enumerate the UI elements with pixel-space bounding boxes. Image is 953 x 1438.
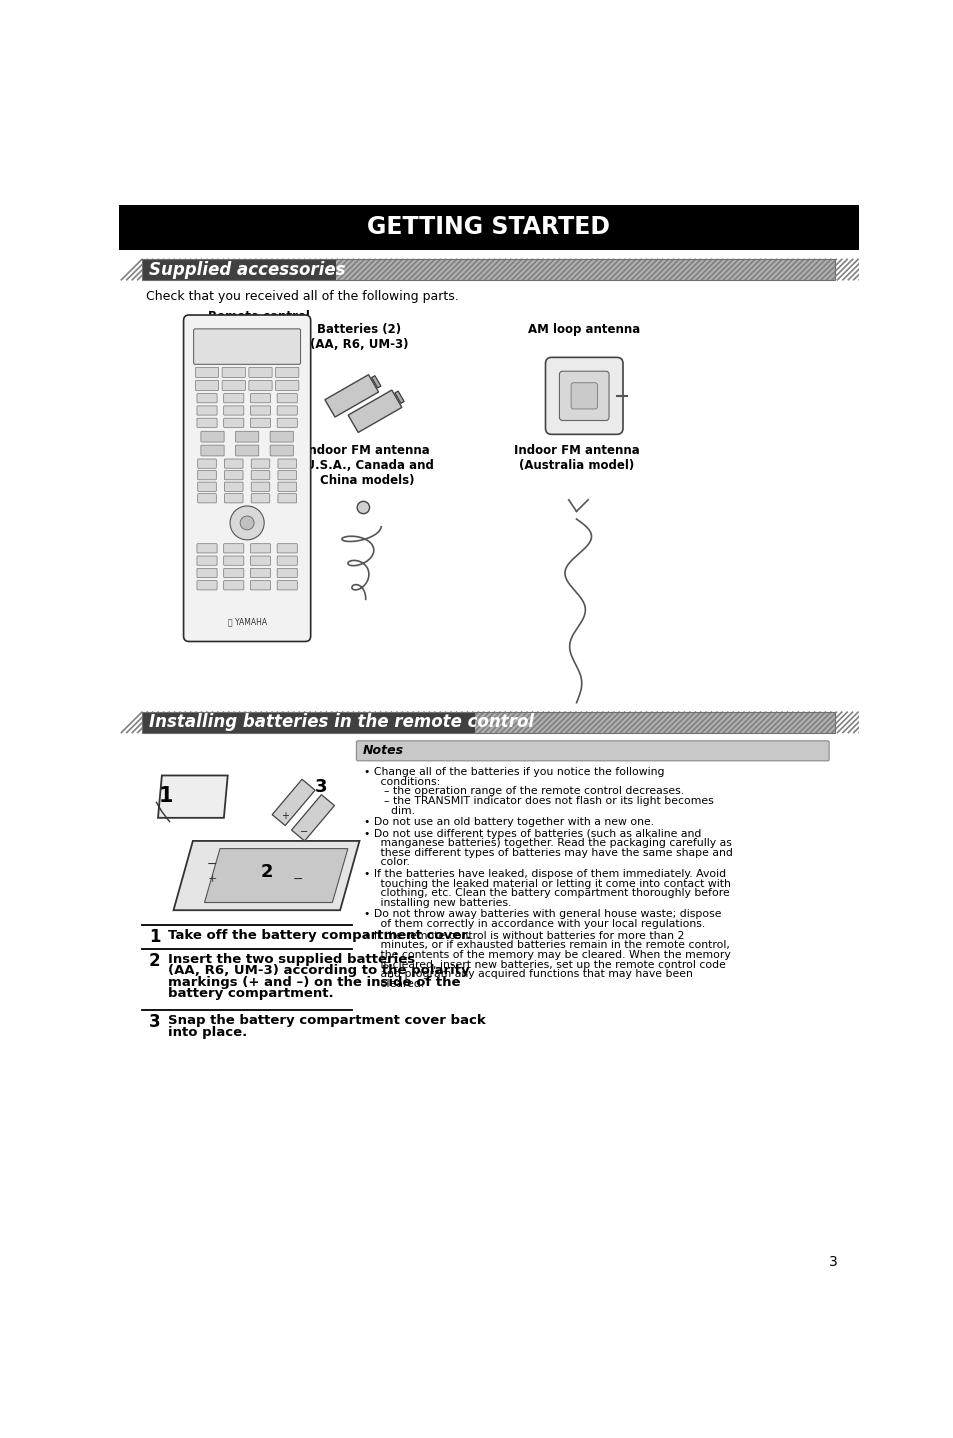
FancyBboxPatch shape	[196, 406, 217, 416]
FancyBboxPatch shape	[558, 371, 608, 420]
FancyBboxPatch shape	[277, 544, 297, 554]
Text: • Do not use different types of batteries (such as alkaline and: • Do not use different types of batterie…	[364, 828, 700, 838]
Text: these different types of batteries may have the same shape and: these different types of batteries may h…	[370, 848, 733, 858]
FancyBboxPatch shape	[224, 482, 243, 492]
FancyBboxPatch shape	[196, 557, 217, 565]
FancyBboxPatch shape	[251, 482, 270, 492]
Text: 2: 2	[260, 863, 273, 880]
FancyBboxPatch shape	[275, 367, 298, 377]
Circle shape	[356, 502, 369, 513]
Polygon shape	[325, 375, 378, 417]
FancyBboxPatch shape	[249, 381, 272, 391]
Text: touching the leaked material or letting it come into contact with: touching the leaked material or letting …	[370, 879, 730, 889]
FancyBboxPatch shape	[223, 418, 244, 427]
Polygon shape	[173, 841, 359, 910]
Text: 3: 3	[828, 1255, 838, 1270]
Circle shape	[240, 516, 253, 529]
Text: 2: 2	[149, 952, 160, 969]
Text: −: −	[300, 827, 308, 837]
Text: Indoor FM antenna
(Australia model): Indoor FM antenna (Australia model)	[513, 443, 639, 472]
Text: installing new batteries.: installing new batteries.	[370, 897, 511, 907]
FancyBboxPatch shape	[277, 557, 297, 565]
Text: • If the remote control is without batteries for more than 2: • If the remote control is without batte…	[364, 930, 684, 940]
Text: Check that you received all of the following parts.: Check that you received all of the follo…	[146, 289, 458, 302]
Text: – the TRANSMIT indicator does not flash or its light becomes: – the TRANSMIT indicator does not flash …	[370, 795, 714, 805]
FancyBboxPatch shape	[571, 383, 597, 408]
Text: conditions:: conditions:	[370, 777, 440, 787]
FancyBboxPatch shape	[196, 418, 217, 427]
Text: 3: 3	[314, 778, 327, 797]
Text: AM loop antenna: AM loop antenna	[528, 322, 639, 335]
FancyBboxPatch shape	[250, 581, 271, 590]
FancyBboxPatch shape	[277, 394, 297, 403]
FancyBboxPatch shape	[235, 431, 258, 441]
Polygon shape	[395, 391, 404, 403]
FancyBboxPatch shape	[196, 544, 217, 554]
FancyBboxPatch shape	[197, 482, 216, 492]
Text: the contents of the memory may be cleared. When the memory: the contents of the memory may be cleare…	[370, 951, 730, 961]
Text: minutes, or if exhausted batteries remain in the remote control,: minutes, or if exhausted batteries remai…	[370, 940, 729, 951]
FancyBboxPatch shape	[201, 446, 224, 456]
FancyBboxPatch shape	[224, 459, 243, 469]
Text: color.: color.	[370, 857, 410, 867]
FancyBboxPatch shape	[277, 568, 297, 578]
Bar	[142, 259, 335, 280]
Text: Notes: Notes	[362, 745, 403, 758]
FancyBboxPatch shape	[223, 406, 244, 416]
Text: −: −	[207, 857, 217, 870]
Polygon shape	[272, 779, 314, 825]
Text: 1: 1	[158, 787, 172, 807]
FancyBboxPatch shape	[356, 741, 828, 761]
Text: • Change all of the batteries if you notice the following: • Change all of the batteries if you not…	[364, 766, 664, 777]
Text: markings (+ and –) on the inside of the: markings (+ and –) on the inside of the	[168, 975, 460, 989]
FancyBboxPatch shape	[277, 406, 297, 416]
FancyBboxPatch shape	[277, 470, 296, 480]
Text: −: −	[292, 873, 302, 886]
FancyBboxPatch shape	[277, 459, 296, 469]
Text: Batteries (2)
(AA, R6, UM-3): Batteries (2) (AA, R6, UM-3)	[310, 322, 408, 351]
FancyBboxPatch shape	[197, 493, 216, 503]
FancyBboxPatch shape	[223, 568, 244, 578]
FancyBboxPatch shape	[196, 394, 217, 403]
FancyBboxPatch shape	[250, 394, 271, 403]
Bar	[142, 712, 835, 733]
Polygon shape	[204, 848, 348, 903]
FancyBboxPatch shape	[277, 493, 296, 503]
Text: Supplied accessories: Supplied accessories	[149, 260, 345, 279]
Text: Indoor FM antenna
(U.S.A., Canada and
China models): Indoor FM antenna (U.S.A., Canada and Ch…	[300, 443, 434, 486]
FancyBboxPatch shape	[223, 394, 244, 403]
FancyBboxPatch shape	[195, 381, 218, 391]
Text: GETTING STARTED: GETTING STARTED	[367, 216, 610, 239]
Circle shape	[230, 506, 264, 539]
FancyBboxPatch shape	[277, 482, 296, 492]
FancyBboxPatch shape	[223, 557, 244, 565]
FancyBboxPatch shape	[270, 431, 294, 441]
Text: Installing batteries in the remote control: Installing batteries in the remote contr…	[149, 713, 534, 732]
FancyBboxPatch shape	[277, 581, 297, 590]
Text: of them correctly in accordance with your local regulations.: of them correctly in accordance with you…	[370, 919, 705, 929]
Text: Insert the two supplied batteries: Insert the two supplied batteries	[168, 952, 415, 965]
FancyBboxPatch shape	[224, 493, 243, 503]
Polygon shape	[348, 390, 401, 433]
Text: – the operation range of the remote control decreases.: – the operation range of the remote cont…	[370, 787, 683, 797]
FancyBboxPatch shape	[223, 544, 244, 554]
Bar	[142, 259, 835, 280]
Text: into place.: into place.	[168, 1025, 247, 1038]
Text: 1: 1	[149, 928, 160, 946]
FancyBboxPatch shape	[222, 367, 245, 377]
Text: dim.: dim.	[370, 805, 415, 815]
FancyBboxPatch shape	[197, 470, 216, 480]
FancyBboxPatch shape	[222, 381, 245, 391]
FancyBboxPatch shape	[193, 329, 300, 364]
Text: manganese batteries) together. Read the packaging carefully as: manganese batteries) together. Read the …	[370, 838, 732, 848]
Text: +: +	[208, 874, 216, 884]
FancyBboxPatch shape	[545, 358, 622, 434]
Text: • If the batteries have leaked, dispose of them immediately. Avoid: • If the batteries have leaked, dispose …	[364, 869, 725, 879]
FancyBboxPatch shape	[196, 581, 217, 590]
FancyBboxPatch shape	[196, 568, 217, 578]
FancyBboxPatch shape	[251, 470, 270, 480]
Text: battery compartment.: battery compartment.	[168, 988, 334, 1001]
Text: ⓨ YAMAHA: ⓨ YAMAHA	[228, 618, 267, 627]
Polygon shape	[158, 775, 228, 818]
Text: Take off the battery compartment cover.: Take off the battery compartment cover.	[168, 929, 471, 942]
